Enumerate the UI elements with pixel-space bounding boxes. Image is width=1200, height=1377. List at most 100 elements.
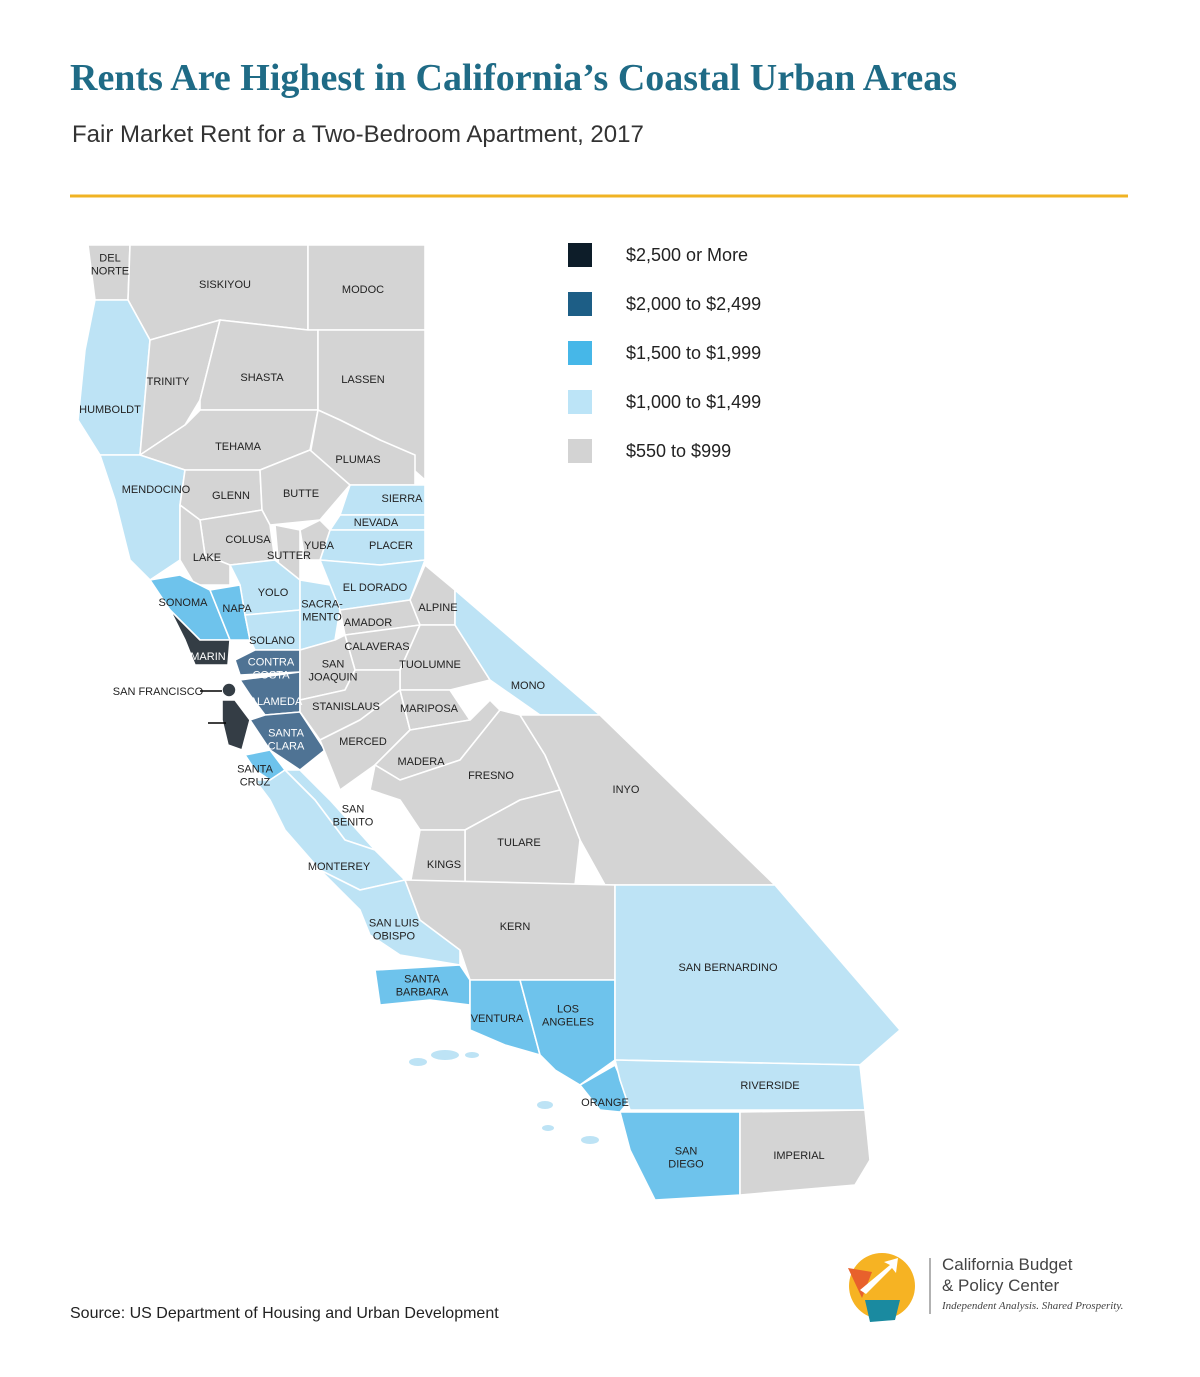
county-label: LOS xyxy=(557,1003,579,1015)
county-label: NORTE xyxy=(91,265,129,277)
county xyxy=(519,979,616,1086)
county-label: MERCED xyxy=(339,736,387,748)
legend-swatch xyxy=(568,439,592,463)
county-label: KINGS xyxy=(427,859,461,871)
county-label: SAN xyxy=(322,658,345,670)
logo-name: & Policy Center xyxy=(942,1276,1059,1295)
county-label: MENTO xyxy=(302,611,342,623)
logo-tagline: Independent Analysis. Shared Prosperity. xyxy=(941,1300,1123,1312)
county-label: LAKE xyxy=(193,552,221,564)
county-label: SANTA xyxy=(268,727,305,739)
county xyxy=(619,1111,741,1201)
county-label: NEVADA xyxy=(354,517,399,529)
logo-name: California Budget xyxy=(942,1255,1073,1274)
county-label: TEHAMA xyxy=(215,441,262,453)
county-label: AMADOR xyxy=(344,617,392,629)
legend: $2,500 or More $2,000 to $2,499 $1,500 to … xyxy=(568,243,761,463)
county xyxy=(454,589,601,716)
county-label: VENTURA xyxy=(471,1013,524,1025)
county-label: MONTEREY xyxy=(308,861,371,873)
county-label: MARIPOSA xyxy=(400,703,459,715)
county-label: NAPA xyxy=(222,603,252,615)
county xyxy=(254,769,406,891)
county-label: LASSEN xyxy=(341,374,384,386)
county-label: PLACER xyxy=(369,540,413,552)
islands xyxy=(409,1050,599,1144)
leaders xyxy=(200,690,226,724)
county-label: YUBA xyxy=(304,540,335,552)
county-label: COSTA xyxy=(252,669,290,681)
county xyxy=(519,714,776,886)
county-label: SAN xyxy=(675,1145,698,1157)
county-label: KERN xyxy=(500,921,531,933)
county-label: SACRA- xyxy=(301,598,343,610)
legend-swatch xyxy=(568,243,592,267)
county-label: SISKIYOU xyxy=(199,279,251,291)
county-label: MODOC xyxy=(342,284,384,296)
county xyxy=(739,1109,871,1196)
county xyxy=(299,579,341,651)
county-label: DIEGO xyxy=(668,1158,704,1170)
county-label: SHASTA xyxy=(240,372,284,384)
county xyxy=(614,884,901,1066)
county-label: DEL xyxy=(99,252,120,264)
county xyxy=(409,829,466,886)
county-label: PLUMAS xyxy=(335,454,380,466)
county-label: RIVERSIDE xyxy=(740,1080,799,1092)
county-label: YOLO xyxy=(258,587,289,599)
subtitle: Fair Market Rent for a Two-Bedroom Apart… xyxy=(72,121,644,148)
county-label: SIERRA xyxy=(382,493,424,505)
county-label: CONTRA xyxy=(248,656,295,668)
county-label: INYO xyxy=(613,784,640,796)
county-label: STANISLAUS xyxy=(312,701,380,713)
county-label: CLARA xyxy=(268,740,305,752)
county-label: SAN FRANCISCO xyxy=(113,686,204,698)
county-label: TUOLUMNE xyxy=(399,659,461,671)
county xyxy=(614,1059,866,1111)
county xyxy=(77,299,151,456)
county-label: FRESNO xyxy=(468,770,514,782)
county-label: SANTA xyxy=(404,973,441,985)
county-label: SAN LUIS xyxy=(369,917,419,929)
county xyxy=(299,519,331,561)
county xyxy=(221,682,237,698)
source: Source: US Department of Housing and Urb… xyxy=(70,1305,499,1322)
county-label: TRINITY xyxy=(147,376,190,388)
county-label: SANTA xyxy=(237,763,274,775)
county xyxy=(319,869,461,966)
county-label: COLUSA xyxy=(225,534,271,546)
county-label: ALAMEDA xyxy=(250,696,303,708)
county-label: SOLANO xyxy=(249,635,295,647)
county-label: SAN MATEO xyxy=(140,718,204,730)
legend-label: $2,000 to $2,499 xyxy=(626,294,761,314)
county-label: SAN xyxy=(342,803,365,815)
county xyxy=(221,699,251,751)
legend-label: $1,000 to $1,499 xyxy=(626,392,761,412)
county-label: MADERA xyxy=(397,756,445,768)
county xyxy=(579,1064,631,1113)
county-label: BUTTE xyxy=(283,488,319,500)
county-label: GLENN xyxy=(212,490,250,502)
county-label: HUMBOLDT xyxy=(79,404,141,416)
county xyxy=(139,319,221,456)
county xyxy=(469,979,541,1056)
county-label: MENDOCINO xyxy=(122,484,191,496)
legend-label: $2,500 or More xyxy=(626,245,748,265)
county-label: CALAVERAS xyxy=(344,641,409,653)
county-label: ANGELES xyxy=(542,1016,594,1028)
county-label: ORANGE xyxy=(581,1097,629,1109)
county xyxy=(169,609,231,666)
legend-swatch xyxy=(568,292,592,316)
county-label: SONOMA xyxy=(159,597,209,609)
county-label: SAN BERNARDINO xyxy=(678,962,777,974)
legend-swatch xyxy=(568,341,592,365)
county-label: OBISPO xyxy=(373,930,416,942)
county-label: TULARE xyxy=(497,837,540,849)
legend-swatch xyxy=(568,390,592,414)
county-label: BENITO xyxy=(333,816,374,828)
county-label: IMPERIAL xyxy=(773,1150,824,1162)
county-label: JOAQUIN xyxy=(309,671,358,683)
county xyxy=(179,504,231,586)
